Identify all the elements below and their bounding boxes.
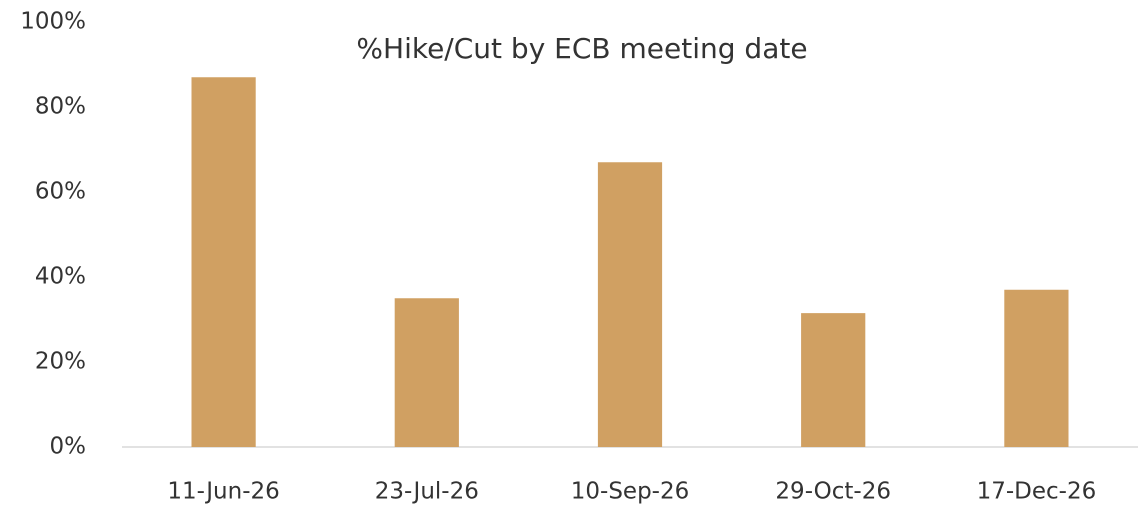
bar xyxy=(801,313,866,447)
y-tick-label: 40% xyxy=(35,264,86,290)
x-tick-label: 17-Dec-26 xyxy=(977,479,1097,505)
x-tick-label: 29-Oct-26 xyxy=(775,479,891,505)
y-tick-label: 100% xyxy=(20,9,86,35)
x-tick-label: 10-Sep-26 xyxy=(571,479,689,505)
chart-title: %Hike/Cut by ECB meeting date xyxy=(356,32,807,65)
bar xyxy=(394,298,459,447)
x-tick-label: 23-Jul-26 xyxy=(375,479,479,505)
bar xyxy=(1004,289,1069,447)
y-tick-label: 20% xyxy=(35,349,86,375)
x-tick-label: 11-Jun-26 xyxy=(167,479,279,505)
bar xyxy=(597,162,663,447)
y-tick-label: 0% xyxy=(50,434,87,460)
y-tick-label: 80% xyxy=(35,94,86,120)
y-tick-label: 60% xyxy=(35,179,86,205)
bar xyxy=(191,77,256,447)
